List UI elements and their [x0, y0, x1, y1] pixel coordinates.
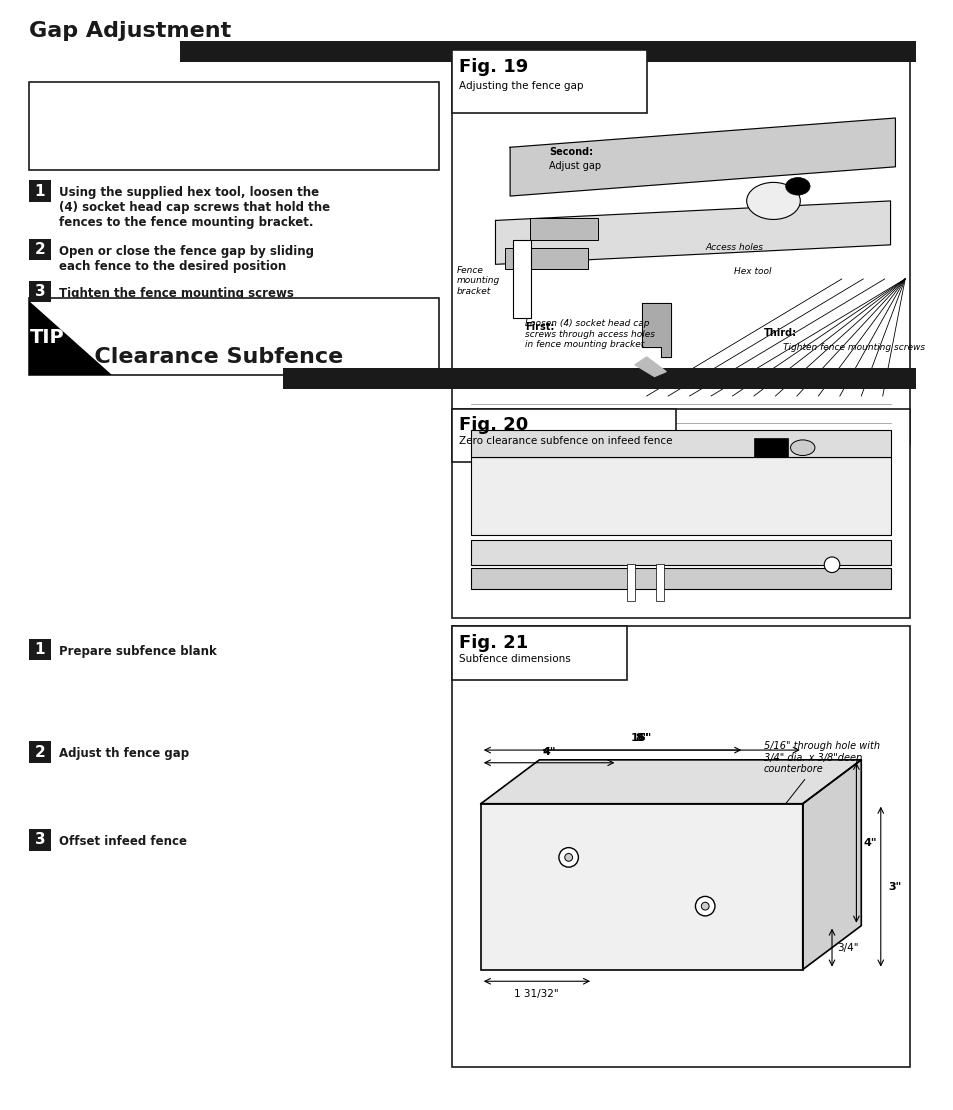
Text: 16": 16": [631, 734, 652, 744]
Text: Tighten the fence mounting screws: Tighten the fence mounting screws: [58, 286, 294, 300]
Bar: [30, 741, 51, 763]
Polygon shape: [495, 201, 889, 264]
Text: Fig. 20: Fig. 20: [459, 416, 528, 434]
Circle shape: [700, 902, 708, 910]
Text: Adjust gap: Adjust gap: [549, 161, 600, 171]
Text: Second:: Second:: [549, 148, 593, 158]
Bar: [471, 541, 889, 565]
Bar: [656, 564, 663, 601]
Text: Zero clearance subfence on infeed fence: Zero clearance subfence on infeed fence: [459, 436, 672, 446]
Bar: [451, 626, 909, 1067]
Polygon shape: [30, 302, 112, 374]
Text: Third:: Third:: [763, 327, 796, 337]
Text: Gap Adjustment: Gap Adjustment: [30, 21, 232, 41]
Text: 5/16" through hole with
3/4" dia. x 3/8"deep
counterbore: 5/16" through hole with 3/4" dia. x 3/8"…: [707, 741, 879, 904]
Text: 2: 2: [34, 745, 46, 759]
Text: Loosen (4) socket head cap
screws through access holes
in fence mounting bracket: Loosen (4) socket head cap screws throug…: [524, 320, 654, 350]
Text: 3/4": 3/4": [836, 944, 858, 953]
Text: Offset infeed fence: Offset infeed fence: [58, 835, 187, 848]
Text: 3: 3: [34, 284, 45, 299]
Text: Tighten fence mounting screws: Tighten fence mounting screws: [782, 343, 924, 352]
Polygon shape: [510, 118, 895, 196]
Text: 2: 2: [34, 242, 46, 258]
Polygon shape: [635, 357, 665, 376]
Text: Using the supplied hex tool, loosen the
(4) socket head cap screws that hold the: Using the supplied hex tool, loosen the …: [58, 186, 330, 230]
Text: Adjust th fence gap: Adjust th fence gap: [58, 747, 189, 760]
Bar: [180, 41, 915, 62]
Bar: [471, 457, 889, 535]
Bar: [471, 567, 889, 589]
Bar: [30, 239, 51, 261]
Bar: [451, 50, 909, 445]
Polygon shape: [480, 760, 861, 804]
Bar: [30, 299, 438, 374]
Bar: [529, 219, 598, 240]
Bar: [30, 82, 438, 170]
Text: 3: 3: [34, 832, 45, 847]
Text: Access holes: Access holes: [704, 243, 762, 252]
Bar: [451, 626, 626, 679]
Text: Zero Clearance Subfence: Zero Clearance Subfence: [30, 346, 343, 366]
Circle shape: [558, 848, 578, 867]
Polygon shape: [801, 760, 861, 969]
Bar: [505, 248, 588, 270]
Bar: [30, 281, 51, 302]
Bar: [30, 829, 51, 850]
Bar: [471, 431, 889, 457]
Bar: [30, 639, 51, 660]
Text: TIP: TIP: [30, 327, 64, 347]
Text: Open or close the fence gap by sliding
each fence to the desired position: Open or close the fence gap by sliding e…: [58, 245, 314, 273]
Bar: [626, 564, 635, 601]
Text: Prepare subfence blank: Prepare subfence blank: [58, 645, 216, 658]
Text: Adjusting the fence gap: Adjusting the fence gap: [459, 81, 583, 91]
Text: Subfence dimensions: Subfence dimensions: [459, 654, 571, 664]
Text: Hex tool: Hex tool: [734, 268, 771, 276]
Text: Fig. 19: Fig. 19: [459, 58, 528, 75]
Bar: [480, 804, 801, 969]
Bar: [30, 181, 51, 202]
Text: 1: 1: [34, 642, 45, 657]
Text: Fig. 21: Fig. 21: [459, 634, 528, 652]
Ellipse shape: [746, 182, 800, 220]
Bar: [513, 240, 530, 317]
Text: First:: First:: [524, 322, 554, 332]
Bar: [451, 50, 646, 113]
Circle shape: [823, 557, 839, 573]
Circle shape: [695, 897, 714, 916]
Bar: [451, 408, 676, 463]
Text: 4": 4": [542, 747, 556, 757]
Ellipse shape: [790, 440, 814, 455]
Text: 8": 8": [635, 734, 648, 744]
Polygon shape: [641, 303, 670, 357]
Bar: [283, 367, 915, 390]
Text: 3": 3": [887, 881, 901, 891]
Text: 4": 4": [862, 838, 876, 848]
Bar: [451, 408, 909, 618]
Text: 1 31/32": 1 31/32": [514, 989, 558, 999]
Text: 1: 1: [34, 183, 45, 199]
Ellipse shape: [785, 178, 809, 195]
Text: Fence
mounting
bracket: Fence mounting bracket: [456, 265, 499, 295]
Bar: [753, 438, 787, 457]
Circle shape: [564, 854, 572, 861]
